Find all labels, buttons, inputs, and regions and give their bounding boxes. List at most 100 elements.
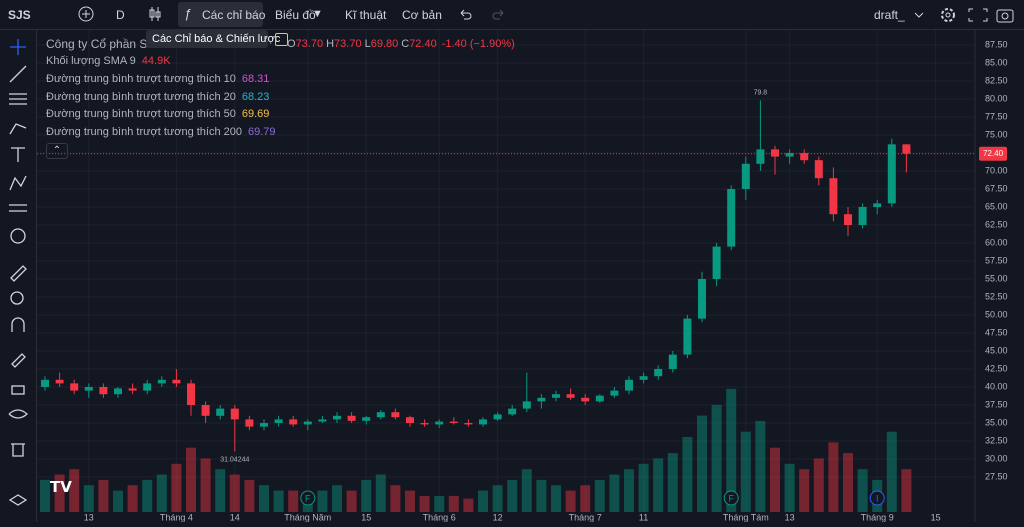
candle-body: [887, 144, 896, 204]
volume-bar: [594, 479, 605, 512]
x-tick-label: 12: [493, 512, 503, 522]
volume-bar: [726, 388, 737, 512]
candle-body: [566, 394, 575, 398]
candle-body: [537, 397, 546, 402]
candle-body: [230, 408, 239, 420]
event-marker: [300, 490, 316, 506]
y-tick-label: 60.00: [985, 237, 1008, 247]
script-icon[interactable]: [275, 33, 288, 46]
candle-body: [479, 419, 487, 425]
candle-body: [800, 152, 809, 161]
candle-body: [712, 246, 721, 279]
candle-body: [128, 388, 137, 391]
volume-bar: [521, 469, 532, 512]
undo-redo[interactable]: [457, 7, 507, 21]
volume-bar: [565, 490, 576, 512]
tooltip: Các Chỉ báo & Chiến lược: [152, 33, 281, 45]
indicator-name: Đường trung bình trượt tương thích 200: [46, 126, 242, 139]
x-tick-label: 14: [230, 512, 240, 522]
volume-bar: [507, 479, 518, 512]
y-tick-label: 45.00: [985, 345, 1008, 355]
layout-name[interactable]: draft_: [874, 8, 905, 22]
candle-body: [858, 206, 867, 225]
volume-bar: [273, 490, 284, 512]
indicator-name: Khối lượng SMA 9: [46, 55, 136, 67]
candle-body: [318, 419, 327, 422]
volume-bar: [580, 485, 591, 512]
volume-bar: [799, 469, 810, 512]
last-price-label: 72.40: [983, 149, 1004, 158]
volume-bar: [784, 463, 795, 512]
indicator-name: Đường trung bình trượt tương thích 50: [46, 108, 236, 121]
volume-bar: [667, 453, 678, 512]
y-tick-label: 40.00: [985, 381, 1008, 391]
volume-bar: [83, 485, 94, 512]
volume-bar: [375, 474, 386, 512]
candle-body: [610, 390, 619, 396]
candle-body: [493, 414, 502, 420]
candle-body: [289, 419, 298, 425]
y-tick-label: 67.50: [985, 183, 1008, 193]
chart-pane: 27.50 30.00 32.50 35.00 37.50 40.00 42.50 45.00…: [37, 30, 1008, 522]
candle-body: [41, 379, 49, 387]
right-icons[interactable]: [912, 6, 1022, 24]
x-tick-label: 15: [931, 512, 941, 522]
drawing-tools[interactable]: [0, 30, 36, 522]
volume-bar: [69, 469, 80, 512]
event-label: I: [876, 493, 879, 503]
indicator-row: Đường trung bình trượt tương thích 200 69…: [46, 126, 276, 138]
volume-bar: [419, 495, 430, 512]
candle-body: [157, 379, 166, 384]
y-tick-label: 62.50: [985, 219, 1008, 229]
candle-body: [785, 152, 794, 157]
volume-bar: [843, 453, 853, 512]
indicators-button[interactable]: Các chỉ báo: [202, 8, 266, 22]
event-label: F: [305, 493, 311, 503]
legend-title: Công ty Cổ phần S: [46, 37, 148, 51]
indicator-row: Đường trung bình trượt tương thích 50 69.…: [46, 108, 269, 120]
add-icon[interactable]: [78, 6, 94, 22]
chart-menu[interactable]: Biểu đồ: [275, 8, 316, 22]
indicators-button-bg[interactable]: [178, 2, 263, 27]
ohlc-change: -1.40 (−1.90%): [441, 38, 515, 50]
volume-bar: [390, 485, 401, 512]
x-tick-label: 15: [361, 512, 371, 522]
ohlc-value: 72.40: [409, 38, 437, 50]
symbol[interactable]: SJS: [8, 8, 31, 22]
volume-bar: [332, 485, 342, 512]
candle-body: [639, 376, 648, 380]
candle-body: [449, 421, 458, 424]
candle-icon[interactable]: [148, 6, 162, 22]
ohlc-value: 69.80: [370, 38, 399, 50]
volume-bar: [770, 447, 780, 512]
indicator-row: Đường trung bình trượt tương thích 10 68.…: [46, 73, 269, 85]
indicator-value: 68.23: [241, 90, 270, 103]
fx-icon[interactable]: ƒ: [184, 6, 192, 21]
price-annotation: 31.04244: [220, 456, 249, 463]
y-tick-label: 57.50: [985, 255, 1008, 265]
volume-bar: [40, 479, 50, 512]
indicator-name: Đường trung bình trượt tương thích 10: [46, 72, 236, 85]
technical-menu[interactable]: Kĩ thuật: [345, 8, 387, 22]
collapse-button[interactable]: ⌃: [46, 143, 68, 159]
candle-body: [362, 417, 371, 421]
volume-bar: [405, 490, 415, 512]
candle-body: [756, 149, 765, 164]
x-tick-label: 13: [785, 512, 795, 522]
candle-body: [70, 383, 79, 391]
ohlc-key: H: [326, 38, 335, 50]
candle-body: [347, 415, 356, 421]
y-tick-label: 30.00: [985, 453, 1008, 463]
ohlc-legend: O73.70 H73.70 L69.80 C72.40 -1.40 (−1.90%): [287, 38, 515, 50]
volume-bar: [624, 469, 634, 512]
chart-menu-arrow[interactable]: ▼: [312, 8, 323, 20]
fundamental-menu[interactable]: Cơ bản: [402, 8, 442, 22]
candle-body: [99, 386, 108, 395]
candle-body: [303, 421, 312, 425]
volume-bar: [186, 447, 196, 512]
indicator-value: 69.69: [241, 108, 270, 121]
interval[interactable]: D: [116, 8, 125, 22]
indicator-value: 69.79: [248, 126, 276, 139]
candle-body: [522, 401, 531, 409]
